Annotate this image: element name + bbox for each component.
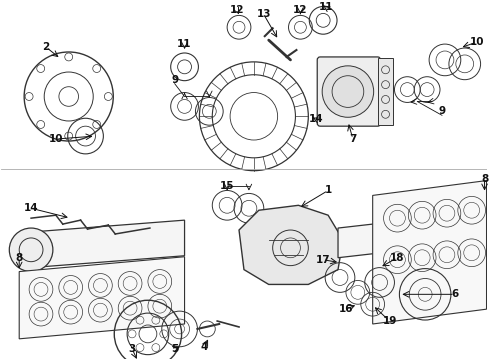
Text: 11: 11 (319, 3, 333, 13)
Polygon shape (19, 257, 185, 339)
Text: 8: 8 (16, 253, 23, 263)
Text: 10: 10 (469, 37, 484, 47)
Text: 1: 1 (324, 185, 332, 195)
Text: 9: 9 (171, 75, 178, 85)
Text: 6: 6 (451, 289, 459, 299)
Bar (378, 58, 393, 125)
Text: 14: 14 (309, 114, 323, 124)
Text: 17: 17 (316, 255, 330, 265)
Text: 11: 11 (177, 39, 192, 49)
Text: 15: 15 (220, 180, 234, 190)
Polygon shape (373, 181, 487, 324)
Text: 12: 12 (230, 5, 245, 15)
Text: 19: 19 (382, 316, 397, 326)
Text: 2: 2 (42, 42, 49, 52)
Text: 4: 4 (201, 342, 208, 352)
Text: 7: 7 (349, 134, 357, 144)
Polygon shape (239, 205, 343, 284)
Text: 5: 5 (171, 344, 178, 354)
FancyBboxPatch shape (317, 57, 381, 126)
Text: 18: 18 (390, 253, 405, 263)
Text: 13: 13 (256, 9, 271, 19)
Circle shape (322, 66, 374, 117)
Polygon shape (31, 220, 185, 267)
Text: 16: 16 (339, 304, 353, 314)
Polygon shape (338, 212, 477, 258)
Text: 10: 10 (49, 134, 63, 144)
Circle shape (9, 228, 53, 271)
Text: 12: 12 (293, 5, 308, 15)
Text: 8: 8 (481, 174, 488, 184)
Text: 3: 3 (128, 344, 136, 354)
Text: 14: 14 (24, 203, 38, 213)
Text: 9: 9 (439, 106, 445, 116)
